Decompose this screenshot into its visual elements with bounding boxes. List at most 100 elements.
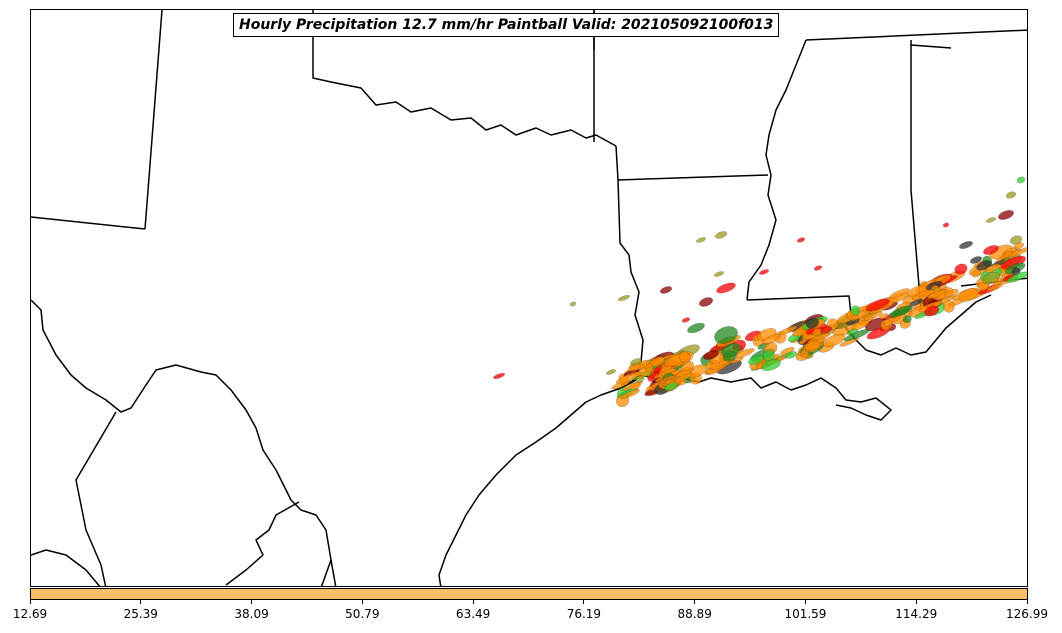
precip-blob <box>813 265 823 271</box>
precip-blob <box>843 329 870 342</box>
precip-blob <box>1005 191 1017 199</box>
colorbar-tick <box>694 600 696 604</box>
precip-blob <box>880 319 893 331</box>
precip-blob <box>761 358 781 372</box>
precip-blob <box>615 371 642 384</box>
oklahoma-panhandle-south-border <box>31 216 146 230</box>
precip-blob <box>778 325 798 336</box>
colorbar-tick <box>915 600 917 604</box>
map-title: Hourly Precipitation 12.7 mm/hr Paintbal… <box>233 13 780 37</box>
precipitation-paintball <box>493 176 1027 408</box>
mexico-state-border-3 <box>31 549 101 586</box>
precip-blob <box>759 269 769 275</box>
colorbar-tick <box>140 600 142 604</box>
precip-blob <box>569 301 577 307</box>
precip-blob <box>977 281 990 292</box>
tennessee-border <box>805 29 1027 41</box>
colorbar-tick-label: 50.79 <box>345 607 380 621</box>
mexico-state-border-1 <box>75 411 117 586</box>
precip-blob <box>998 210 1014 220</box>
colorbar-tick <box>1026 600 1028 604</box>
colorbar-tick <box>804 600 806 604</box>
precip-blob <box>649 356 665 367</box>
arkansas-south-border <box>617 174 769 181</box>
precip-blob <box>762 334 781 345</box>
rio-grande <box>31 299 337 586</box>
precip-blob <box>805 340 821 353</box>
precip-blob <box>912 289 935 301</box>
colorbar-tick-label: 114.29 <box>895 607 938 621</box>
precip-blob <box>942 222 950 228</box>
precip-blob <box>959 241 973 249</box>
precip-blob <box>927 289 947 299</box>
tennessee-georgia-border <box>910 44 952 49</box>
precip-blob <box>703 350 719 360</box>
precip-blob <box>618 294 630 302</box>
precip-blob <box>865 298 890 312</box>
precip-blob <box>716 282 736 294</box>
precip-blob <box>971 269 981 278</box>
colorbar-tick-label: 12.69 <box>12 607 48 621</box>
precip-blob <box>687 322 705 334</box>
colorbar-tick <box>251 600 253 604</box>
texas-louisiana-border <box>615 145 644 381</box>
precip-blob <box>664 382 678 391</box>
colorbar-tick-label: 126.99 <box>1006 607 1048 621</box>
precip-blob <box>796 237 806 243</box>
precip-blob <box>805 317 819 329</box>
precip-blob <box>878 313 889 320</box>
precip-blob <box>714 271 724 277</box>
precip-blob <box>721 343 741 357</box>
precip-blob <box>958 288 979 302</box>
mexico-state-border-2 <box>225 501 300 586</box>
new-mexico-east-border <box>144 10 163 230</box>
precip-blob <box>987 283 1003 292</box>
colorbar-tick <box>361 600 363 604</box>
precip-blob <box>696 237 706 243</box>
precip-blob <box>889 288 910 299</box>
precip-blob <box>820 326 832 334</box>
precip-blob <box>748 355 764 365</box>
colorbar-tick-label: 76.19 <box>566 607 602 621</box>
precip-blob <box>1006 271 1027 283</box>
colorbar-tick-label: 88.89 <box>677 607 712 621</box>
precip-blob <box>983 245 999 255</box>
precip-blob <box>681 360 694 372</box>
precip-blob <box>851 319 870 330</box>
precip-blob <box>982 271 1001 285</box>
colorbar-tick-label: 101.59 <box>784 607 827 621</box>
colorbar <box>30 588 1028 600</box>
precip-blob <box>630 358 642 366</box>
precip-blob <box>681 317 691 323</box>
precip-blob <box>715 231 727 239</box>
precip-blob <box>902 315 912 324</box>
colorbar-tick <box>29 600 31 604</box>
map-panel <box>30 9 1028 587</box>
precip-blob <box>606 369 616 375</box>
precip-blob <box>635 375 645 383</box>
precip-blob <box>970 256 982 264</box>
map-canvas <box>31 10 1027 586</box>
precip-blob <box>714 326 738 344</box>
colorbar-tick <box>472 600 474 604</box>
precip-blob <box>888 305 913 318</box>
mississippi-alabama-border <box>910 40 922 311</box>
precip-blob <box>850 305 861 316</box>
precip-blob <box>1008 246 1027 258</box>
precip-blob <box>493 372 505 380</box>
colorbar-tick-label: 38.09 <box>234 607 269 621</box>
precip-blob <box>944 288 959 297</box>
colorbar-tick-label: 25.39 <box>123 607 158 621</box>
precip-blob <box>954 263 968 275</box>
red-river-border <box>312 10 617 147</box>
colorbar-tick <box>583 600 585 604</box>
precip-blob <box>924 305 940 317</box>
precip-blob <box>986 217 996 223</box>
mississippi-delta <box>865 294 992 356</box>
texas-coast <box>438 379 637 586</box>
precip-blob <box>1016 176 1026 184</box>
precip-blob <box>630 382 641 390</box>
precip-blob <box>984 263 1001 273</box>
precip-blob <box>942 300 955 313</box>
precip-blob <box>660 286 672 294</box>
